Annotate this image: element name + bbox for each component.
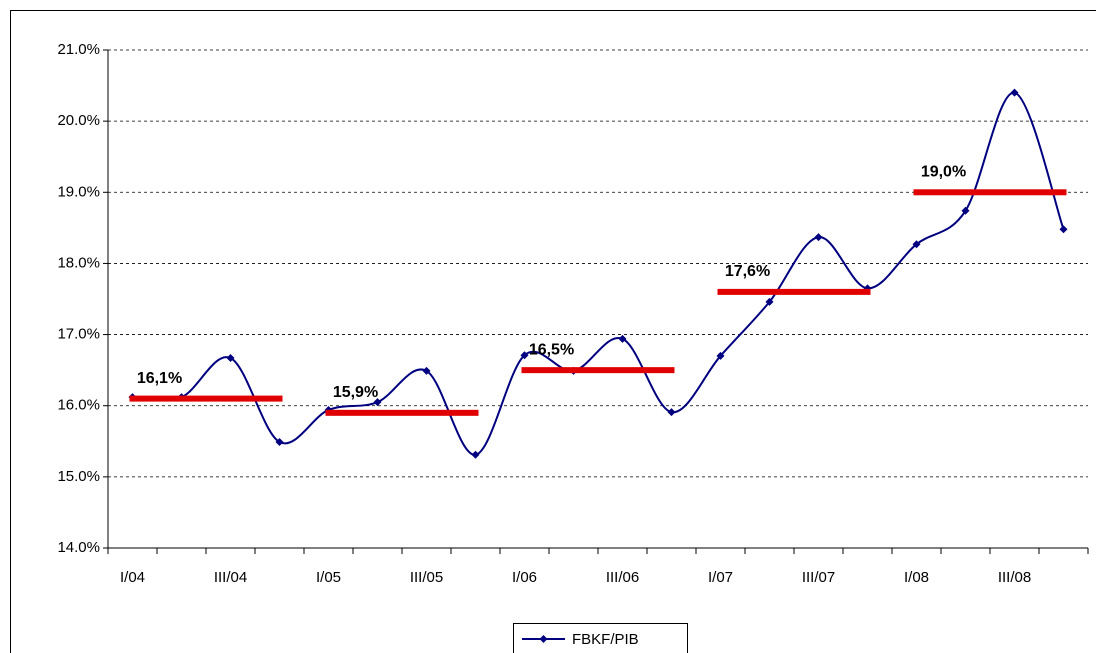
data-point bbox=[422, 366, 431, 375]
x-tick-label: III/04 bbox=[214, 569, 247, 586]
data-point bbox=[373, 398, 382, 407]
data-point bbox=[1059, 225, 1068, 234]
average-label: 15,9% bbox=[333, 384, 378, 401]
average-bar bbox=[129, 395, 283, 402]
data-point bbox=[618, 334, 627, 343]
x-tick-label: III/08 bbox=[998, 569, 1031, 586]
data-point bbox=[1010, 88, 1019, 97]
legend-label: FBKF/PIB bbox=[572, 631, 639, 648]
data-point bbox=[275, 437, 284, 446]
data-point bbox=[716, 351, 725, 360]
average-label: 19,0% bbox=[921, 164, 966, 181]
data-point bbox=[667, 408, 676, 417]
y-tick-label: 14.0% bbox=[57, 539, 100, 556]
chart-frame bbox=[10, 10, 1096, 653]
average-bar bbox=[325, 409, 479, 416]
data-point bbox=[765, 297, 774, 306]
series-line bbox=[132, 91, 1065, 456]
average-label: 16,1% bbox=[137, 370, 182, 387]
data-point bbox=[471, 450, 480, 459]
x-tick-label: III/07 bbox=[802, 569, 835, 586]
data-point bbox=[961, 206, 970, 215]
x-tick-label: I/06 bbox=[512, 569, 537, 586]
y-tick-label: 17.0% bbox=[57, 326, 100, 343]
average-label: 16,5% bbox=[529, 341, 574, 358]
y-tick-label: 20.0% bbox=[57, 112, 100, 129]
x-tick-label: I/08 bbox=[904, 569, 929, 586]
y-tick-label: 21.0% bbox=[57, 41, 100, 58]
average-bar bbox=[717, 288, 871, 295]
y-tick-label: 16.0% bbox=[57, 397, 100, 414]
average-bar bbox=[913, 189, 1067, 196]
y-tick-label: 19.0% bbox=[57, 183, 100, 200]
x-tick-label: I/04 bbox=[120, 569, 145, 586]
x-tick-label: I/05 bbox=[316, 569, 341, 586]
y-tick-label: 18.0% bbox=[57, 254, 100, 271]
x-tick-label: I/07 bbox=[708, 569, 733, 586]
y-tick-label: 15.0% bbox=[57, 468, 100, 485]
data-point bbox=[814, 233, 823, 242]
data-point bbox=[520, 351, 529, 360]
x-tick-label: III/05 bbox=[410, 569, 443, 586]
x-tick-label: III/06 bbox=[606, 569, 639, 586]
data-point bbox=[226, 354, 235, 363]
legend-marker bbox=[539, 635, 548, 643]
average-label: 17,6% bbox=[725, 263, 770, 280]
average-bar bbox=[521, 367, 675, 374]
data-point bbox=[912, 240, 921, 249]
